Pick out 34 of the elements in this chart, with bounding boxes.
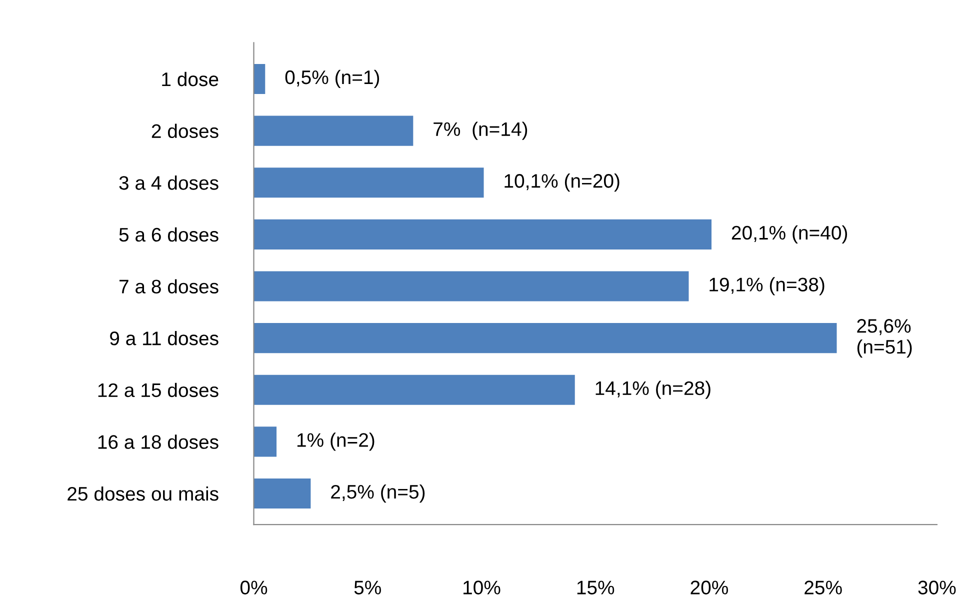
- bar: [254, 426, 277, 457]
- data-label: 7% (n=14): [434, 122, 528, 140]
- bar: [254, 323, 837, 354]
- y-tick-label: 16 a 18 doses: [98, 434, 218, 449]
- bar: [254, 271, 689, 302]
- y-tick-label: 25 doses ou mais: [68, 486, 218, 501]
- y-tick-label: 1 dose: [162, 72, 218, 86]
- data-label: 10,1% (n=20): [504, 174, 620, 192]
- x-tick-label: 25%: [804, 580, 842, 594]
- y-tick-label: 12 a 15 doses: [98, 382, 218, 398]
- y-tick-label: 9 a 11 doses: [110, 331, 218, 346]
- y-tick-label: 3 a 4 doses: [119, 176, 218, 190]
- x-tick-label: 20%: [690, 580, 728, 594]
- bar: [254, 219, 712, 250]
- y-tick-label: 5 a 6 doses: [119, 227, 218, 242]
- data-label: 20,1% (n=40): [732, 225, 848, 244]
- bar: [254, 168, 484, 198]
- data-label: 1% (n=2): [297, 432, 374, 451]
- bar: [254, 374, 575, 405]
- y-tick-label: 7 a 8 doses: [120, 279, 218, 294]
- x-tick-label: 0%: [240, 580, 268, 594]
- bar: [254, 64, 266, 94]
- data-label: 25,6% (n=51): [857, 319, 912, 358]
- data-label: 0,5% (n=1): [285, 70, 380, 88]
- x-tick-label: 5%: [354, 580, 381, 594]
- data-label: 19,1% (n=38): [710, 277, 824, 296]
- x-tick-label: 30%: [918, 580, 956, 594]
- bar: [254, 116, 414, 146]
- x-tick-label: 15%: [577, 580, 614, 594]
- data-label: 2,5% (n=5): [331, 484, 425, 503]
- y-tick-label: 2 doses: [152, 124, 218, 138]
- data-label: 14,1% (n=28): [596, 380, 710, 399]
- x-tick-label: 10%: [464, 580, 500, 594]
- bar: [254, 478, 311, 509]
